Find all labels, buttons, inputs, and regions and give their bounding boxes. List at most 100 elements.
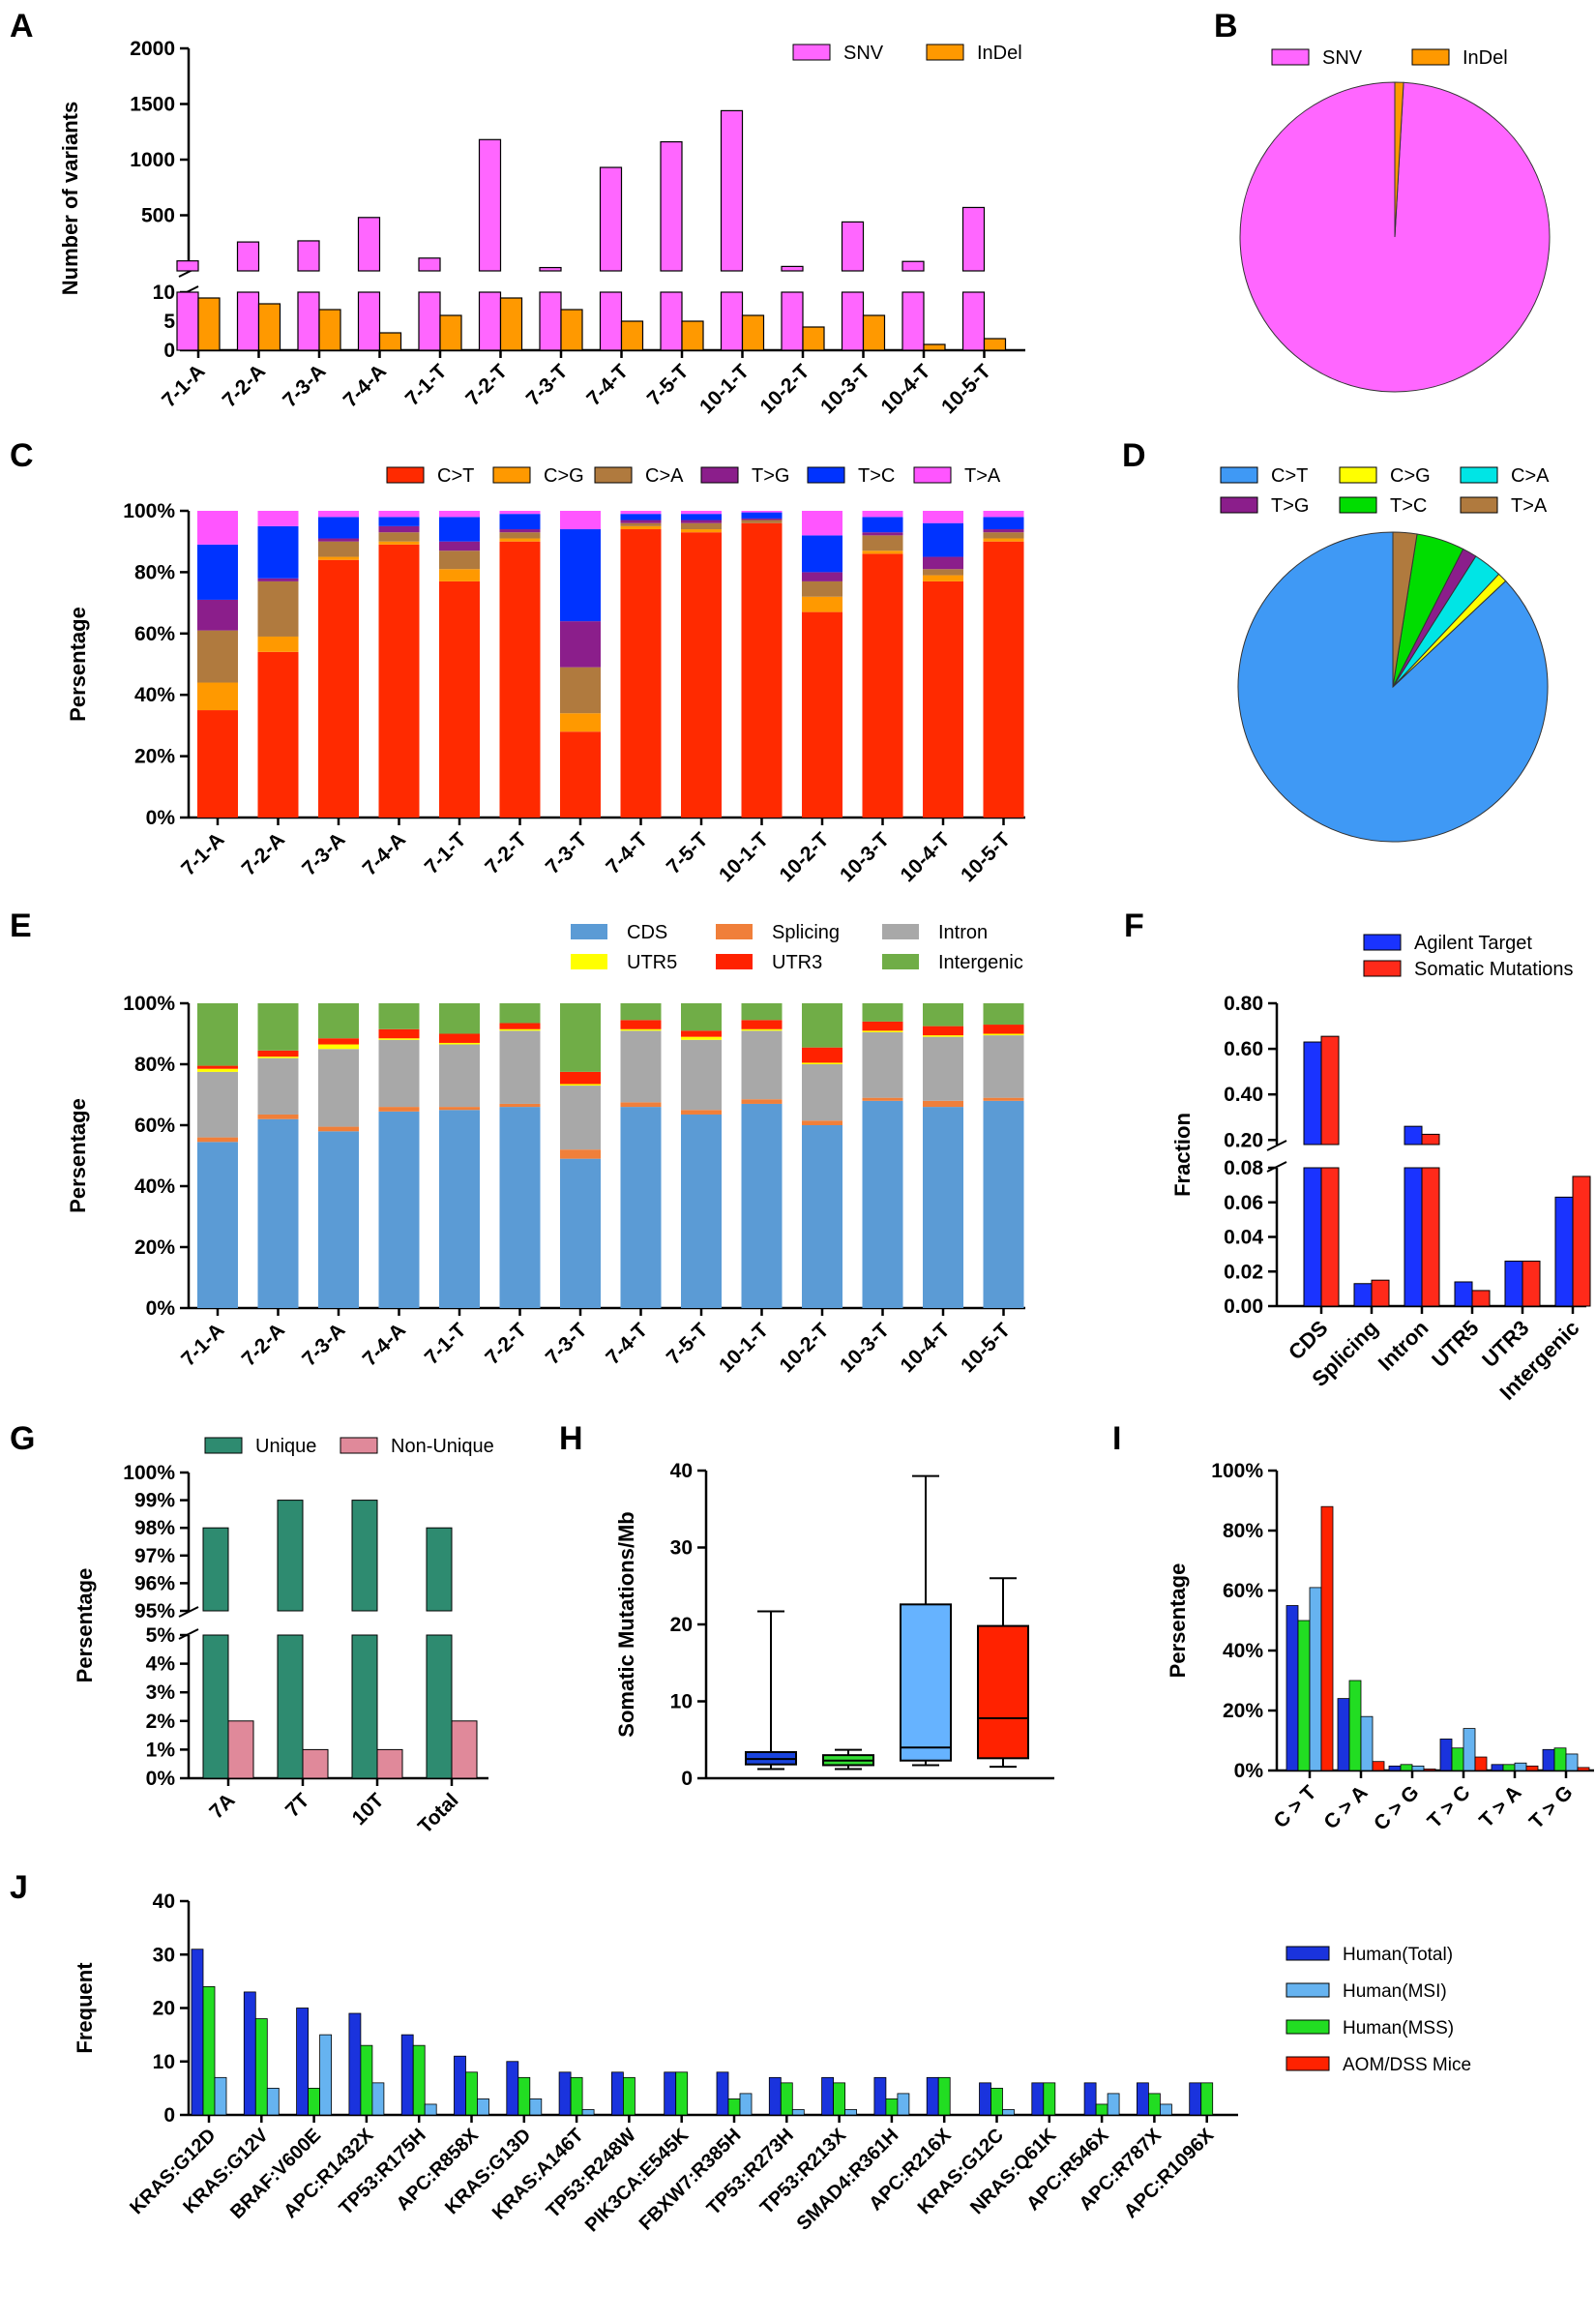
panel-e-y-tick-label: 20% — [134, 1236, 175, 1259]
panel-i-category-label: C > A — [1319, 1781, 1372, 1833]
panel-a-bar-snv-lower — [357, 291, 381, 351]
panel-j-bar — [873, 2076, 887, 2116]
panel-a-category-label: 7-5-T — [643, 360, 694, 410]
panel-c-bar-segment — [681, 520, 722, 523]
panel-e-bar-segment — [620, 1107, 662, 1308]
panel-a-legend-indel-swatch — [926, 44, 964, 61]
panel-f-bar-lower — [1320, 1167, 1340, 1307]
panel-d-legend-label: T>G — [1271, 495, 1309, 517]
panel-a-bar-snv — [539, 266, 562, 272]
panel-h-y-tick-label: 0 — [681, 1768, 693, 1790]
panel-a-bar-snv-lower — [418, 291, 441, 351]
panel-c-bar-segment — [802, 572, 842, 581]
panel-j-bar — [529, 2098, 543, 2116]
panel-j-bar — [844, 2109, 857, 2116]
panel-a-upper-y-tick-label: 500 — [141, 205, 175, 227]
panel-f-upper-y-tick-label: 0.60 — [1224, 1038, 1263, 1060]
panel-j-y-tick-label: 30 — [153, 1944, 175, 1966]
panel-c-bar-segment — [318, 556, 359, 560]
panel-a-y-label: Number of variants — [58, 102, 82, 296]
panel-e-bar-segment — [681, 1110, 722, 1115]
panel-j-bar — [1137, 2082, 1149, 2116]
panel-j-y-label: Frequent — [73, 1962, 97, 2054]
panel-a-category-label: 10-3-T — [816, 360, 874, 418]
panel-h-y-tick-label: 40 — [670, 1460, 693, 1482]
panel-a-bar-snv-lower — [478, 291, 502, 351]
panel-j-bar — [1160, 2103, 1172, 2116]
panel-a-lower-y-tick-label: 10 — [153, 282, 175, 304]
panel-i-bar — [1400, 1764, 1413, 1771]
panel-j-bar — [833, 2082, 845, 2116]
panel-e-category-label: 10-2-T — [776, 1319, 834, 1377]
panel-e-bar-segment — [318, 1044, 359, 1050]
panel-c-bar-segment — [862, 511, 903, 518]
panel-e-bar-segment — [560, 1071, 601, 1085]
panel-g-break-mark — [178, 1628, 199, 1640]
panel-h-y-tick-label: 10 — [670, 1691, 693, 1713]
panel-a-bar-snv — [599, 166, 623, 272]
panel-c-bar-segment — [983, 532, 1024, 539]
panel-g-bar-unique — [426, 1527, 453, 1612]
panel-e-category-label: 7-5-T — [663, 1319, 713, 1369]
panel-a-bar-indel — [923, 343, 946, 351]
panel-i-bar — [1491, 1764, 1504, 1771]
panel-c-bar-segment — [197, 544, 238, 600]
panel-j-y-tick-label: 10 — [153, 2051, 175, 2073]
panel-j-bar — [454, 2055, 466, 2116]
panel-a-category-label: 7-3-T — [522, 360, 573, 410]
panel-e-bar-segment — [378, 1111, 420, 1308]
panel-e-category-label: 10-5-T — [957, 1319, 1015, 1377]
panel-c-bar-segment — [983, 529, 1024, 533]
panel-g-lower-y-tick-label: 2% — [146, 1711, 176, 1733]
panel-c-category-label: 10-2-T — [776, 828, 834, 886]
panel-e-legend-label: CDS — [627, 922, 667, 943]
panel-e-bar-segment — [681, 1030, 722, 1037]
panel-c-y-label: Persentage — [66, 607, 90, 722]
panel-i-bar — [1565, 1753, 1579, 1771]
panel-e-y-tick-label: 80% — [134, 1054, 175, 1076]
panel-i-y-tick-label: 0% — [1234, 1760, 1264, 1782]
panel-e-bar-segment — [681, 1114, 722, 1308]
panel-a-bar-snv-lower — [720, 291, 744, 351]
panel-g-category-label: 10T — [348, 1789, 389, 1830]
panel-i-category-label: C > G — [1370, 1781, 1423, 1834]
panel-a-legend-snv-label: SNV — [843, 43, 884, 64]
panel-a-bar-indel — [983, 338, 1007, 351]
panel-i-bar — [1514, 1762, 1527, 1771]
panel-e-bar-segment — [257, 1003, 299, 1051]
panel-f-bar — [1353, 1283, 1373, 1307]
panel-j-bar — [623, 2076, 635, 2116]
panel-j-bar — [979, 2082, 991, 2116]
panel-a-bar-snv — [660, 141, 683, 272]
panel-b-legend-snv-swatch — [1271, 48, 1310, 66]
panel-c-bar-segment — [802, 611, 842, 818]
panel-g-upper-y-tick-label: 100% — [123, 1462, 175, 1484]
panel-i-category-label: T > G — [1525, 1781, 1578, 1833]
panel-e-legend-swatch — [716, 924, 753, 939]
panel-e-bar-segment — [741, 1003, 783, 1021]
panel-e-legend-swatch — [571, 954, 607, 969]
panel-label-j: J — [10, 1869, 28, 1906]
panel-c-bar-segment — [318, 511, 359, 518]
panel-a-bar-snv-lower — [901, 291, 925, 351]
panel-f-bar-upper — [1303, 1041, 1322, 1146]
panel-c-bar-segment — [802, 596, 842, 612]
panel-c-category-label: 7-4-T — [602, 828, 652, 878]
panel-e-bar-segment — [318, 1126, 359, 1132]
panel-e-bar-segment — [620, 1003, 662, 1021]
panel-c-legend-swatch — [492, 466, 531, 484]
panel-a-bar-snv — [961, 206, 986, 272]
panel-f-lower-y-tick-label: 0.02 — [1224, 1261, 1263, 1283]
panel-j-bar — [581, 2109, 595, 2116]
panel-j-bar — [424, 2103, 437, 2116]
panel-c-bar-segment — [862, 532, 903, 536]
panel-a-lower-y-tick-label: 5 — [163, 311, 175, 333]
panel-f-lower-y-tick-label: 0.06 — [1224, 1192, 1263, 1214]
panel-c-category-label: 7-1-A — [177, 828, 228, 879]
panel-f-lower-y-tick-label: 0.08 — [1224, 1157, 1263, 1179]
panel-i-bar — [1451, 1747, 1464, 1771]
panel-label-d: D — [1122, 437, 1146, 474]
panel-c-category-label: 7-4-A — [359, 828, 410, 879]
panel-a-upper-y-tick-label: 1000 — [130, 149, 175, 171]
panel-f-bar-lower — [1421, 1167, 1440, 1307]
